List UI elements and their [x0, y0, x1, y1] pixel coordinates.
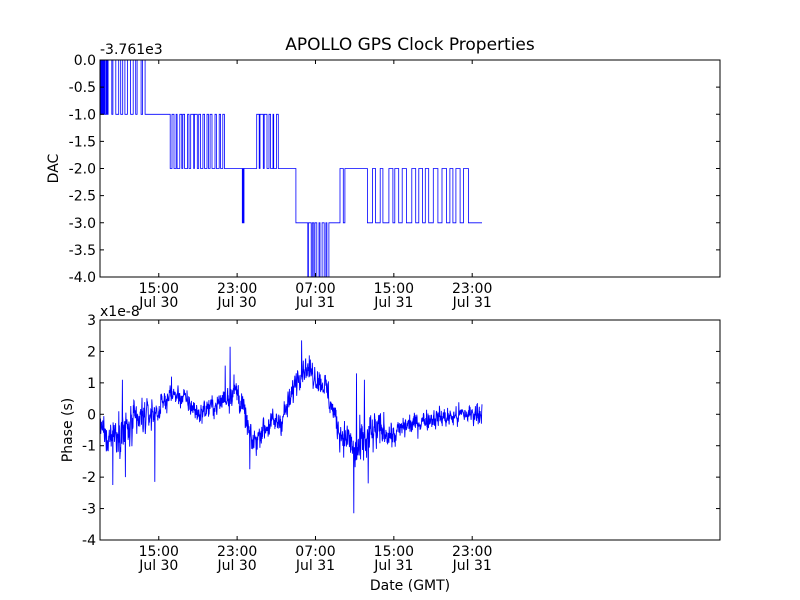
dac-x-tick-time: 07:00	[295, 281, 335, 297]
phase-y-tick-label: -1	[82, 439, 96, 455]
phase-x-tick-time: 15:00	[374, 544, 414, 560]
dac-x-tick-time: 23:00	[217, 281, 257, 297]
dac-x-tick-time: 15:00	[374, 281, 414, 297]
phase-y-axis-label: Phase (s)	[60, 398, 76, 462]
phase-y-tick-label: -4	[82, 533, 96, 549]
phase-x-tick-time: 23:00	[217, 544, 257, 560]
figure-title: APOLLO GPS Clock Properties	[285, 35, 535, 55]
dac-y-tick-label: -1.5	[69, 134, 96, 150]
phase-x-tick-date: Jul 31	[373, 558, 413, 574]
dac-y-tick-label: -2.5	[69, 189, 96, 205]
phase-x-tick-date: Jul 30	[138, 558, 178, 574]
dac-offset-label: -3.761e3	[100, 42, 163, 58]
dac-subplot: 0.0 -0.5 -1.0 -1.5 -2.0 -2.5 -3.0 -3.5 -4.0 15:0…	[46, 42, 721, 311]
phase-x-tick-time: 07:00	[295, 544, 335, 560]
dac-x-tick-time: 23:00	[452, 281, 492, 297]
phase-series	[99, 340, 483, 514]
dac-y-tick-label: -2.0	[69, 162, 96, 178]
dac-x-tick-date: Jul 31	[295, 295, 335, 311]
dac-y-axis-label: DAC	[46, 153, 62, 183]
phase-x-tick-time: 23:00	[452, 544, 492, 560]
phase-y-tick-label: -3	[82, 502, 96, 518]
dac-x-tick-date: Jul 31	[452, 295, 492, 311]
dac-y-tick-label: -3.0	[69, 216, 96, 232]
phase-offset-label: x1e-8	[100, 304, 140, 320]
dac-y-tick-label: -4.0	[69, 270, 96, 286]
phase-y-axis: 3 2 1 0 -1 -2 -3 -4	[82, 313, 720, 549]
dac-y-axis: 0.0 -0.5 -1.0 -1.5 -2.0 -2.5 -3.0 -3.5 -4.0	[69, 53, 720, 286]
phase-x-axis-label: Date (GMT)	[370, 578, 450, 594]
dac-x-tick-date: Jul 31	[373, 295, 413, 311]
phase-series-line	[99, 340, 483, 514]
dac-axes-frame	[100, 60, 720, 277]
dac-x-tick-date: Jul 30	[138, 295, 178, 311]
phase-y-tick-label: 3	[87, 313, 96, 329]
phase-y-tick-label: -2	[82, 470, 96, 486]
phase-x-tick-date: Jul 30	[217, 558, 257, 574]
dac-x-tick-date: Jul 30	[217, 295, 257, 311]
dac-y-tick-label: -0.5	[69, 80, 96, 96]
phase-axes-border	[99, 319, 721, 541]
phase-y-tick-label: 1	[87, 376, 96, 392]
phase-x-tick-date: Jul 31	[295, 558, 335, 574]
dac-x-tick-time: 15:00	[139, 281, 179, 297]
phase-x-tick-time: 15:00	[139, 544, 179, 560]
dac-y-tick-label: -1.0	[69, 107, 96, 123]
phase-x-tick-date: Jul 31	[452, 558, 492, 574]
phase-y-tick-label: 2	[87, 344, 96, 360]
phase-y-tick-label: 0	[87, 407, 96, 423]
dac-y-tick-label: -3.5	[69, 243, 96, 259]
dac-y-tick-label: 0.0	[74, 53, 96, 69]
